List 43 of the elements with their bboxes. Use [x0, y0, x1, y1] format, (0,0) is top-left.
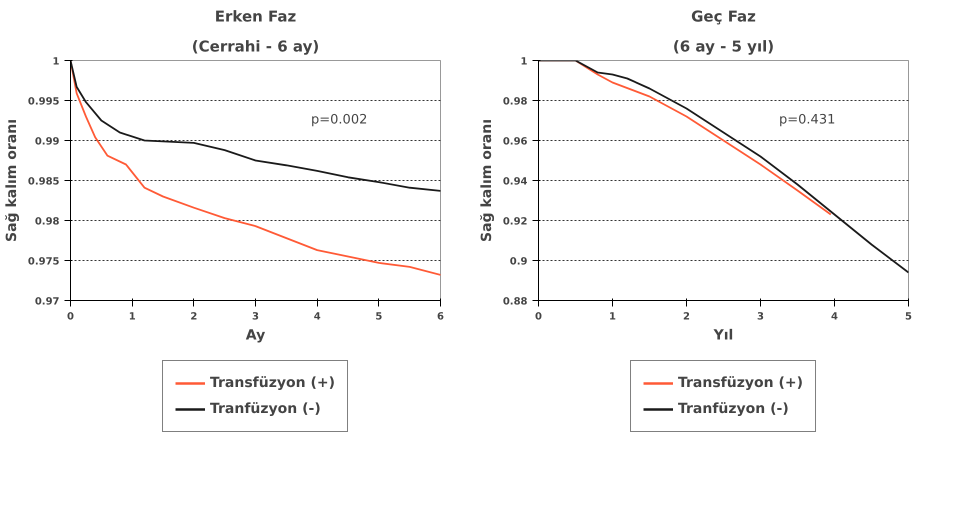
- annotation: p=0.431: [779, 112, 836, 128]
- legend-label: Transfüzyon (+): [210, 375, 335, 391]
- x-tick-label: 2: [683, 312, 690, 322]
- x-tick-label: 4: [831, 312, 838, 322]
- x-tick-label: 5: [375, 312, 382, 322]
- x-tick-label: 1: [128, 312, 136, 322]
- x-tick-label: 3: [252, 312, 260, 322]
- x-tick-label: 5: [905, 312, 912, 322]
- y-tick-label: 0.98: [502, 96, 528, 108]
- chart-title: Geç Faz: [691, 8, 756, 26]
- y-tick-label: 1: [520, 56, 528, 68]
- chart-subtitle: (6 ay - 5 yıl): [672, 38, 774, 56]
- y-tick-label: 1: [52, 56, 60, 68]
- x-tick-label: 2: [190, 312, 198, 322]
- y-tick-label: 0.9: [510, 256, 528, 268]
- x-axis-title: Ay: [246, 328, 266, 344]
- y-tick-label: 0.975: [28, 256, 60, 268]
- x-axis-title: Yıl: [712, 328, 734, 344]
- legend-label: Transfüzyon (+): [678, 375, 803, 391]
- legend-label: Tranfüzyon (-): [210, 401, 321, 417]
- y-tick-label: 0.96: [502, 136, 528, 148]
- y-tick-label: 0.92: [502, 216, 528, 228]
- line-series: [538, 60, 908, 274]
- x-tick-label: 6: [437, 312, 444, 322]
- y-tick-label: 0.97: [34, 296, 60, 308]
- chart-title: Erken Faz: [214, 8, 297, 26]
- chart-subtitle: (Cerrahi - 6 ay): [192, 38, 320, 56]
- x-tick-label: 0: [67, 312, 74, 322]
- x-tick-label: 1: [609, 312, 616, 322]
- y-tick-label: 0.88: [502, 296, 528, 308]
- line-series: [70, 60, 440, 192]
- x-tick-label: 3: [757, 312, 764, 322]
- y-tick-label: 0.995: [28, 96, 60, 108]
- legend-label: Tranfüzyon (-): [678, 401, 789, 417]
- x-tick-label: 4: [314, 312, 321, 322]
- y-tick-label: 0.98: [34, 216, 60, 228]
- y-tick-label: 0.94: [502, 176, 528, 188]
- y-axis-title: Sağ kalım oranı: [4, 119, 20, 242]
- y-tick-label: 0.985: [28, 176, 60, 188]
- annotation: p=0.002: [311, 112, 368, 128]
- y-axis-title: Sağ kalım oranı: [478, 119, 495, 242]
- y-tick-label: 0.99: [34, 136, 60, 148]
- x-tick-label: 0: [535, 312, 542, 322]
